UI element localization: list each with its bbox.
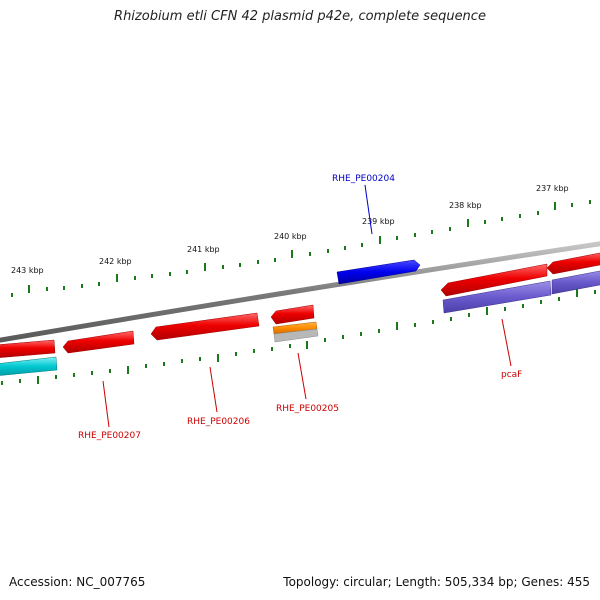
tick-label-241: 241 kbp — [187, 245, 220, 254]
gene-arrow-pcaf[interactable] — [440, 263, 548, 297]
leader-line-rhe-pe00206 — [209, 366, 218, 413]
leader-line-rhe-pe00204 — [364, 184, 373, 235]
gene-arrow-left-edge[interactable] — [0, 339, 56, 358]
gene-arrow-rhe-pe00206[interactable] — [150, 312, 260, 341]
misc-feature-gray — [273, 328, 319, 343]
leader-line-pcaf — [501, 318, 512, 367]
tick-label-239: 239 kbp — [362, 217, 395, 226]
operon-band-pcaf — [442, 280, 552, 314]
leader-line-rhe-pe00207 — [102, 380, 110, 428]
map-title: Rhizobium etli CFN 42 plasmid p42e, comp… — [114, 9, 486, 24]
gene-arrow-rhe-pe00204[interactable] — [336, 259, 421, 285]
gene-arrow-right-edge[interactable] — [546, 252, 600, 275]
inner-tick-ring — [1, 289, 596, 385]
gene-label-pcaf[interactable]: pcaF — [501, 370, 522, 380]
tick-label-242: 242 kbp — [99, 257, 132, 266]
gene-arrow-rhe-pe00207[interactable] — [62, 330, 135, 354]
tick-label-243: 243 kbp — [11, 266, 44, 275]
gene-label-rhe-pe00204[interactable]: RHE_PE00204 — [332, 174, 395, 184]
gene-arrow-rhe-pe00205[interactable] — [270, 304, 315, 325]
genome-backbone — [0, 241, 600, 343]
gene-label-rhe-pe00207[interactable]: RHE_PE00207 — [78, 431, 141, 441]
gene-label-rhe-pe00206[interactable]: RHE_PE00206 — [187, 417, 250, 427]
tick-label-237: 237 kbp — [536, 184, 569, 193]
leader-line-rhe-pe00205 — [297, 352, 307, 400]
tick-label-238: 238 kbp — [449, 201, 482, 210]
operon-band-right — [551, 270, 600, 295]
gene-label-rhe-pe00205[interactable]: RHE_PE00205 — [276, 404, 339, 414]
topology-summary-text: Topology: circular; Length: 505,334 bp; … — [283, 575, 590, 589]
misc-feature-cyan[interactable] — [0, 356, 58, 376]
accession-text: Accession: NC_007765 — [9, 575, 146, 589]
tick-label-240: 240 kbp — [274, 232, 307, 241]
outer-tick-ring — [11, 200, 591, 297]
